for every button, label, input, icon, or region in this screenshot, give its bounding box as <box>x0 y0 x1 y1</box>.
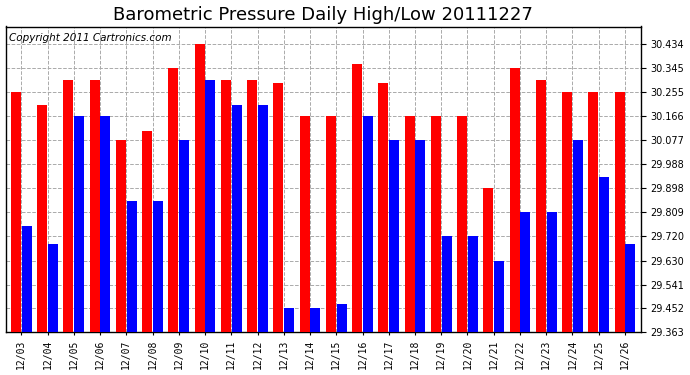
Bar <box>536 80 546 332</box>
Bar <box>179 140 189 332</box>
Bar <box>153 201 163 332</box>
Bar <box>337 304 346 332</box>
Bar <box>168 68 179 332</box>
Bar <box>431 116 441 332</box>
Bar <box>484 189 493 332</box>
Bar <box>389 140 399 332</box>
Bar <box>494 261 504 332</box>
Bar <box>562 92 572 332</box>
Bar <box>404 116 415 332</box>
Bar <box>468 236 478 332</box>
Bar <box>363 116 373 332</box>
Bar <box>284 309 294 332</box>
Bar <box>127 201 137 332</box>
Bar <box>21 226 32 332</box>
Bar <box>457 116 467 332</box>
Bar <box>142 131 152 332</box>
Title: Barometric Pressure Daily High/Low 20111227: Barometric Pressure Daily High/Low 20111… <box>113 6 533 24</box>
Bar <box>232 105 241 332</box>
Bar <box>510 68 520 332</box>
Text: Copyright 2011 Cartronics.com: Copyright 2011 Cartronics.com <box>9 33 171 43</box>
Bar <box>48 244 58 332</box>
Bar <box>310 309 320 332</box>
Bar <box>442 236 452 332</box>
Bar <box>195 44 205 332</box>
Bar <box>326 116 336 332</box>
Bar <box>415 140 425 332</box>
Bar <box>116 140 126 332</box>
Bar <box>273 83 284 332</box>
Bar <box>90 80 99 332</box>
Bar <box>352 64 362 332</box>
Bar <box>75 116 84 332</box>
Bar <box>101 116 110 332</box>
Bar <box>599 177 609 332</box>
Bar <box>63 80 73 332</box>
Bar <box>625 244 635 332</box>
Bar <box>221 80 231 332</box>
Bar <box>546 212 557 332</box>
Bar <box>615 92 624 332</box>
Bar <box>299 116 310 332</box>
Bar <box>520 212 531 332</box>
Bar <box>573 140 583 332</box>
Bar <box>11 92 21 332</box>
Bar <box>247 80 257 332</box>
Bar <box>378 83 388 332</box>
Bar <box>589 92 598 332</box>
Bar <box>37 105 47 332</box>
Bar <box>206 80 215 332</box>
Bar <box>258 105 268 332</box>
